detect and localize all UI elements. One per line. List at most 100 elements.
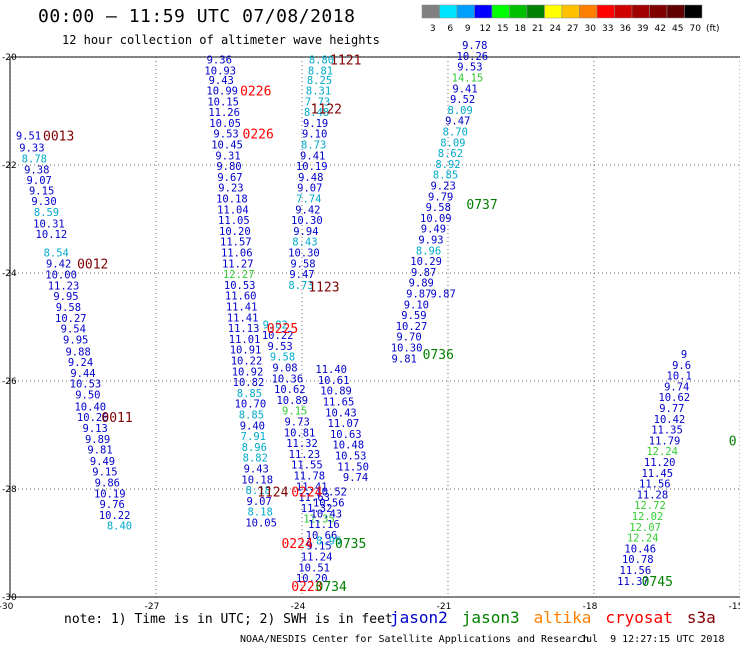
pass-time-label: 0226: [240, 84, 271, 99]
wave-height-label: 8.73: [288, 280, 313, 292]
scale-label: 6: [447, 24, 453, 34]
wave-height-label: 8.59: [34, 207, 59, 219]
scale-swatch: [684, 4, 703, 19]
wave-height-label: 10.43: [311, 508, 343, 520]
wave-height-label: 9.52: [450, 94, 475, 106]
wave-height-label: 9.15: [306, 541, 331, 553]
wave-height-label: 11.56: [620, 565, 652, 577]
wave-height-label: 9.42: [295, 204, 320, 216]
scale-label: 15: [497, 24, 508, 34]
wave-height-label: 10.53: [224, 280, 256, 292]
wave-height-label: 10.22: [262, 330, 294, 342]
wave-height-label: 10.30: [291, 215, 323, 227]
wave-height-label: 9.81: [392, 353, 417, 365]
wave-height-label: 9.24: [68, 357, 93, 369]
wave-height-label: 9.88: [65, 346, 90, 358]
wave-height-label: 9.89: [85, 434, 110, 446]
wave-height-label: 12.24: [646, 446, 678, 458]
wave-height-label: 9.10: [302, 129, 327, 141]
wave-height-label: 11.32: [301, 503, 333, 515]
wave-height-label: 9.33: [19, 143, 44, 155]
wave-height-label: 9.41: [452, 83, 477, 95]
satellite-legend: jason2 jason3 altika cryosat s3a: [390, 608, 730, 627]
wave-height-label: 10.89: [320, 386, 352, 398]
wave-height-label: 9.54: [61, 324, 86, 336]
wave-height-label: 9.58: [426, 202, 451, 214]
wave-height-label: 9.47: [445, 116, 470, 128]
wave-height-label: 10.45: [211, 139, 243, 151]
pass-time-label: 0225: [267, 322, 298, 337]
wave-height-label: 9.23: [430, 181, 455, 193]
wave-height-label: 9.43: [209, 75, 234, 87]
pass-time-label: 0011: [101, 411, 132, 426]
pass-time-label: 1123: [308, 281, 339, 296]
wave-height-label: 11.01: [229, 334, 261, 346]
wave-height-label: 9.81: [87, 445, 112, 457]
wave-height-label: 11.16: [308, 519, 340, 531]
wave-height-label: 10.61: [318, 375, 350, 387]
y-tick-label: -24: [2, 269, 17, 279]
wave-height-label: 9.74: [664, 381, 689, 393]
wave-height-label: 10.66: [306, 530, 338, 542]
wave-height-label: 8.43: [292, 237, 317, 249]
y-tick-label: -22: [2, 161, 17, 171]
wave-height-label: 9.79: [428, 191, 453, 203]
wave-height-label: 10.18: [241, 474, 273, 486]
wave-height-label: 9.59: [401, 310, 426, 322]
wave-height-label: 9.30: [31, 196, 56, 208]
wave-height-label: 9.51: [16, 130, 41, 142]
wave-height-label: 8.48: [304, 107, 329, 119]
wave-height-label: 9.31: [215, 150, 240, 162]
wave-height-label: 9.6: [672, 360, 691, 372]
pass-time-label: 1121: [330, 54, 361, 69]
pass-time-label: 0224: [281, 537, 312, 552]
wave-height-label: 11.04: [217, 204, 249, 216]
wave-height-label: 9.48: [298, 172, 323, 184]
wave-height-label: 10.82: [233, 377, 265, 389]
wave-height-label: 12.72: [634, 500, 666, 512]
wave-height-label: 8.82: [243, 453, 268, 465]
wave-height-label: 10.56: [313, 498, 345, 510]
wave-height-label: 11.79: [649, 435, 681, 447]
wave-height-label: 11.35: [651, 425, 683, 437]
wave-height-label: 8.81: [308, 66, 333, 78]
wave-height-label: 9.50: [75, 390, 100, 402]
wave-height-label: 9.53: [267, 341, 292, 353]
wave-height-label: 10.22: [99, 510, 131, 522]
wave-height-label: 10.12: [36, 229, 68, 241]
wave-height-label: 9.87: [411, 267, 436, 279]
wave-height-label: 10.15: [207, 96, 239, 108]
scale-label: 27: [567, 24, 578, 34]
y-tick-label: -20: [2, 53, 17, 63]
wave-height-label: 7.74: [296, 193, 321, 205]
wave-height-label: 8.78: [22, 154, 47, 166]
wave-height-label: 8.96: [316, 535, 341, 547]
wave-height-label: 10.31: [33, 218, 65, 230]
wave-height-label: 10.78: [622, 554, 654, 566]
wave-height-label: 8.85: [237, 388, 262, 400]
wave-height-label: 7.73: [305, 96, 330, 108]
satellite-legend-item: jason3: [461, 608, 520, 627]
wave-height-label: 10.81: [284, 427, 316, 439]
wave-height-label: 11.63: [298, 492, 330, 504]
wave-height-label: 10.00: [45, 270, 77, 282]
wave-height-label: 11.41: [227, 312, 259, 324]
wave-height-label: 10.05: [209, 118, 241, 130]
wave-height-label: 10.20: [296, 573, 328, 585]
wave-height-label: 11.32: [286, 438, 318, 450]
wave-height-label: 11.41: [226, 301, 258, 313]
wave-height-label: 12.27: [223, 269, 255, 281]
wave-height-label: 11.13: [228, 323, 260, 335]
pass-time-label: 1124: [257, 486, 288, 501]
wave-height-label: 9: [681, 349, 687, 361]
wave-height-label: 10.27: [55, 313, 87, 325]
y-tick-label: -30: [2, 593, 17, 603]
wave-height-label: 10.52: [315, 487, 347, 499]
wave-height-label: 11.57: [220, 237, 252, 249]
wave-height-label: 11.27: [222, 258, 254, 270]
wave-height-label: 11.60: [225, 291, 257, 303]
scale-label: 42: [655, 24, 666, 34]
wave-height-label: 9.93: [418, 235, 443, 247]
wave-height-label: 10.30: [288, 247, 320, 259]
